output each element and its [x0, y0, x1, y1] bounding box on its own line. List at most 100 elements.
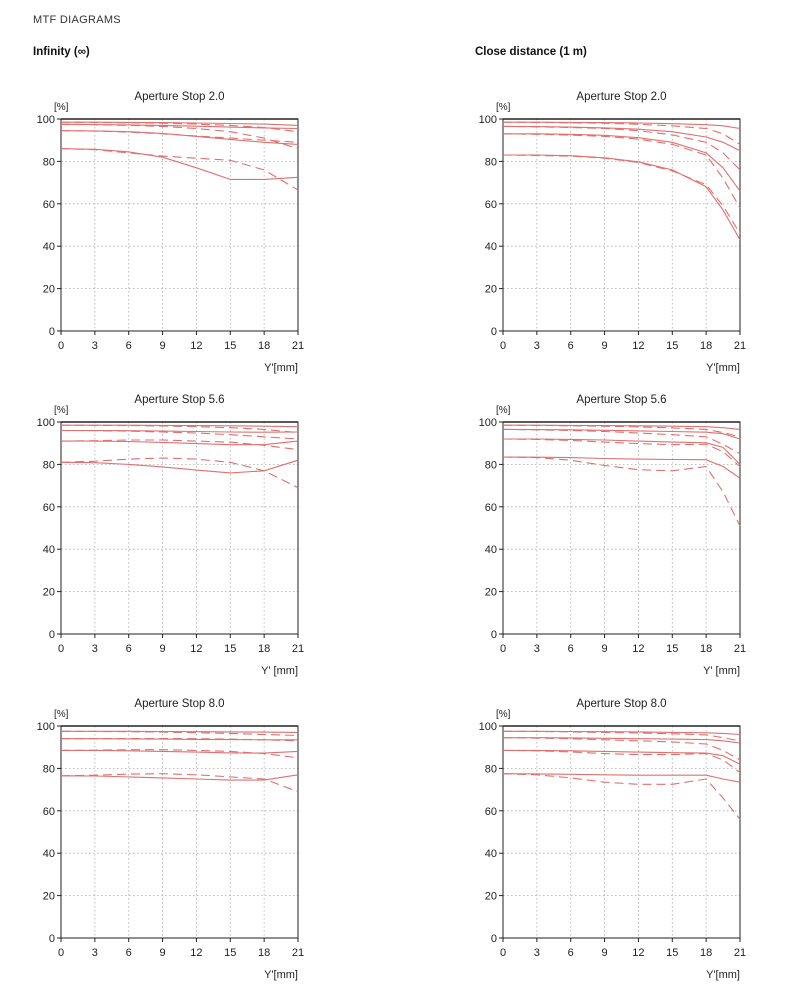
mtf-curve-2-dashed [502, 424, 741, 438]
x-tick-label: 21 [292, 643, 304, 655]
x-tick-label: 15 [224, 340, 236, 352]
x-axis-label: Y'[mm] [264, 969, 298, 981]
mtf-curve-7-solid [502, 773, 741, 783]
x-tick-label: 0 [500, 947, 506, 959]
mtf-curve-1-solid [61, 730, 299, 733]
mtf-curve-5-solid [61, 440, 299, 446]
mtf-curve-3-solid [502, 428, 741, 440]
x-tick-label: 9 [160, 643, 166, 655]
x-tick-label: 12 [632, 947, 644, 959]
mtf-curve-6-dashed [60, 130, 299, 143]
x-tick-label: 9 [602, 340, 608, 352]
y-tick-label: 0 [491, 629, 497, 641]
x-tick-label: 0 [58, 340, 64, 352]
y-axis-label: [%] [54, 102, 69, 113]
x-tick-label: 21 [734, 643, 746, 655]
y-tick-label: 40 [43, 544, 55, 556]
mtf-chart-6: 0 3 6 9 12 15 18 21 0 20 40 60 80 100 Aperture Stop 8.… [479, 698, 746, 981]
mtf-curve-4-dashed [502, 737, 741, 761]
mtf-curve-8-dashed [502, 773, 741, 820]
mtf-curve-5-solid [61, 749, 299, 754]
mtf-curve-5-solid [503, 749, 741, 765]
x-tick-label: 3 [534, 643, 540, 655]
x-tick-label: 18 [258, 643, 270, 655]
mtf-curve-7-solid [503, 154, 741, 241]
y-tick-label: 80 [43, 763, 55, 775]
x-tick-label: 12 [632, 643, 644, 655]
mtf-curve-8-dashed [60, 773, 299, 793]
mtf-curve-4-dashed [60, 123, 299, 150]
mtf-curve-7-solid [60, 148, 299, 180]
x-axis-label: Y'[mm] [264, 362, 298, 374]
y-tick-label: 100 [479, 114, 497, 126]
y-tick-label: 100 [479, 417, 497, 429]
chart-title: Aperture Stop 2.0 [134, 91, 224, 103]
y-tick-label: 60 [43, 806, 55, 818]
y-tick-label: 20 [485, 587, 497, 599]
x-tick-label: 15 [666, 947, 678, 959]
y-tick-label: 80 [485, 459, 497, 471]
y-tick-label: 80 [43, 459, 55, 471]
x-tick-label: 0 [500, 340, 506, 352]
mtf-curve-5-solid [503, 438, 741, 465]
mtf-curve-6-dashed [502, 133, 741, 209]
y-axis-label: [%] [496, 102, 511, 113]
x-axis-label: Y'[mm] [706, 362, 740, 374]
y-tick-label: 40 [43, 241, 55, 253]
y-tick-label: 100 [37, 114, 55, 126]
x-axis-label: Y'[mm] [706, 969, 740, 981]
y-tick-label: 60 [485, 199, 497, 211]
y-tick-label: 40 [485, 544, 497, 556]
x-tick-label: 18 [700, 643, 712, 655]
x-tick-label: 6 [568, 947, 574, 959]
mtf-curve-4-dashed [502, 428, 741, 455]
y-tick-label: 60 [43, 199, 55, 211]
y-tick-label: 100 [479, 721, 497, 733]
mtf-chart-2: 0 3 6 9 12 15 18 21 0 20 40 60 80 100 Aperture Stop 2.… [479, 91, 746, 374]
x-tick-label: 18 [700, 340, 712, 352]
y-tick-label: 20 [43, 891, 55, 903]
mtf-chart-4: 0 3 6 9 12 15 18 21 0 20 40 60 80 100 Aperture Stop 5.… [479, 394, 746, 677]
mtf-curve-7-solid [502, 456, 741, 479]
mtf-curve-2-dashed [502, 730, 741, 742]
x-tick-label: 12 [190, 340, 202, 352]
x-tick-label: 12 [190, 643, 202, 655]
x-tick-label: 6 [568, 643, 574, 655]
x-tick-label: 3 [534, 947, 540, 959]
plot-frame [60, 118, 299, 332]
x-tick-label: 3 [92, 947, 98, 959]
column-heading-close-distance: Close distance (1 m) [475, 46, 587, 58]
mtf-curve-6-dashed [60, 749, 299, 759]
y-tick-label: 20 [485, 284, 497, 296]
x-tick-label: 6 [568, 340, 574, 352]
x-tick-label: 18 [258, 340, 270, 352]
x-axis-label: Y' [mm] [261, 665, 298, 677]
y-tick-label: 60 [485, 806, 497, 818]
mtf-curve-1-solid [503, 121, 741, 130]
mtf-curve-2-dashed [60, 424, 299, 434]
plot-frame [60, 725, 299, 939]
x-tick-label: 15 [224, 947, 236, 959]
column-heading-infinity: Infinity (∞) [33, 46, 90, 58]
mtf-curve-3-solid [61, 429, 299, 433]
x-tick-label: 12 [632, 340, 644, 352]
mtf-curve-2-dashed [60, 730, 299, 737]
y-tick-label: 40 [43, 848, 55, 860]
x-tick-label: 6 [126, 643, 132, 655]
x-tick-label: 18 [258, 947, 270, 959]
mtf-curve-8-dashed [60, 457, 299, 489]
mtf-curve-8-dashed [502, 456, 741, 527]
y-tick-label: 40 [485, 241, 497, 253]
chart-title: Aperture Stop 5.6 [134, 394, 224, 406]
y-tick-label: 20 [43, 284, 55, 296]
y-tick-label: 40 [485, 848, 497, 860]
mtf-curve-4-dashed [60, 429, 299, 440]
mtf-curve-8-dashed [60, 148, 299, 191]
x-tick-label: 3 [92, 643, 98, 655]
x-tick-label: 6 [126, 340, 132, 352]
y-tick-label: 0 [49, 326, 55, 338]
y-tick-label: 80 [485, 156, 497, 168]
x-tick-label: 3 [92, 340, 98, 352]
chart-title: Aperture Stop 8.0 [576, 698, 666, 710]
